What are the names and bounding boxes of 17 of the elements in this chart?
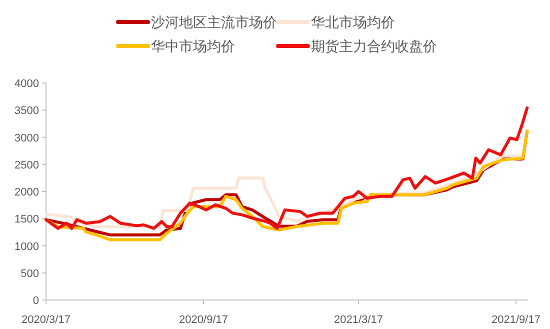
y-tick-label: 2500 [14,159,39,172]
y-tick-label: 2000 [14,186,39,198]
legend-label: 华北市场均价 [311,15,395,31]
y-tick-label: 500 [20,268,39,280]
x-tick-label: 2021/3/17 [334,314,383,326]
y-tick-label: 1500 [14,214,39,226]
y-tick-label: 1000 [14,240,39,253]
legend-label: 沙河地区主流市场价 [151,15,277,31]
y-tick-label: 4000 [14,78,39,90]
legend-label: 期货主力合约收盘价 [311,39,437,55]
x-tick-label: 2020/3/17 [22,314,70,326]
y-tick-label: 0 [32,295,39,307]
x-tick-label: 2021/9/17 [492,314,540,326]
x-tick-label: 2020/9/17 [179,314,228,326]
y-tick-label: 3500 [14,105,39,118]
legend-label: 华中市场均价 [151,39,235,55]
y-tick-label: 3000 [14,132,39,144]
